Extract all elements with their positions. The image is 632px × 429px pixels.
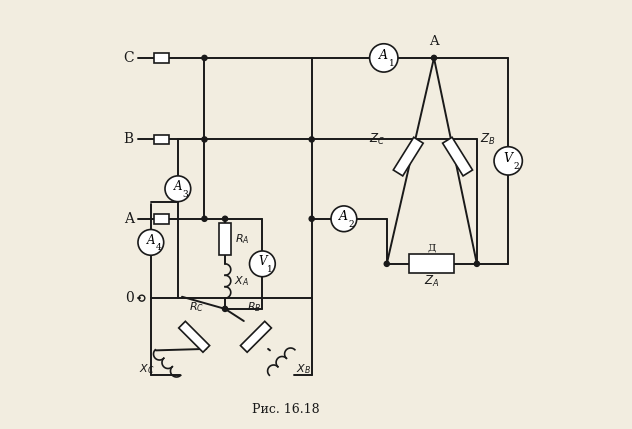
Circle shape — [309, 216, 314, 221]
Polygon shape — [179, 321, 210, 352]
Text: A: A — [379, 49, 388, 62]
Text: A: A — [124, 212, 134, 226]
Circle shape — [370, 44, 398, 72]
Bar — [154, 214, 169, 224]
Text: $R_B$: $R_B$ — [246, 301, 261, 314]
Text: A: A — [147, 234, 155, 247]
Text: A: A — [174, 180, 182, 193]
Circle shape — [432, 55, 437, 60]
Text: 0: 0 — [125, 291, 134, 305]
Text: $R_C$: $R_C$ — [189, 301, 204, 314]
Text: 1: 1 — [389, 59, 394, 68]
Text: $X_A$: $X_A$ — [234, 274, 248, 288]
Circle shape — [384, 261, 389, 266]
Polygon shape — [442, 137, 473, 176]
Text: 1: 1 — [267, 265, 273, 274]
Text: $Z_B$: $Z_B$ — [480, 132, 495, 147]
Text: 2: 2 — [513, 162, 519, 171]
Text: 4: 4 — [155, 244, 161, 252]
Circle shape — [202, 55, 207, 60]
Text: Д: Д — [428, 243, 436, 252]
Text: B: B — [123, 133, 134, 146]
Text: 3: 3 — [183, 190, 188, 199]
Polygon shape — [393, 137, 423, 176]
Text: $X_C$: $X_C$ — [139, 362, 154, 376]
Circle shape — [494, 147, 523, 175]
Circle shape — [165, 176, 191, 202]
Text: A: A — [429, 36, 439, 48]
Circle shape — [222, 306, 228, 311]
Bar — [410, 254, 454, 274]
Circle shape — [202, 137, 207, 142]
Text: C: C — [123, 51, 134, 65]
Text: $X_B$: $X_B$ — [296, 362, 311, 376]
Text: $R_A$: $R_A$ — [235, 232, 250, 246]
Circle shape — [202, 216, 207, 221]
Circle shape — [474, 261, 480, 266]
Circle shape — [331, 206, 356, 232]
Polygon shape — [240, 321, 271, 352]
Circle shape — [250, 251, 276, 277]
Text: V: V — [504, 152, 513, 165]
Circle shape — [138, 230, 164, 255]
Circle shape — [309, 137, 314, 142]
Bar — [154, 135, 169, 144]
Text: 2: 2 — [349, 220, 355, 229]
Bar — [219, 223, 231, 255]
Text: $Z_C$: $Z_C$ — [369, 132, 386, 147]
Text: A: A — [339, 210, 348, 223]
Circle shape — [222, 216, 228, 221]
Text: V: V — [258, 255, 267, 268]
Text: Рис. 16.18: Рис. 16.18 — [252, 403, 320, 416]
Text: $Z_A$: $Z_A$ — [424, 274, 439, 290]
Bar — [154, 53, 169, 63]
